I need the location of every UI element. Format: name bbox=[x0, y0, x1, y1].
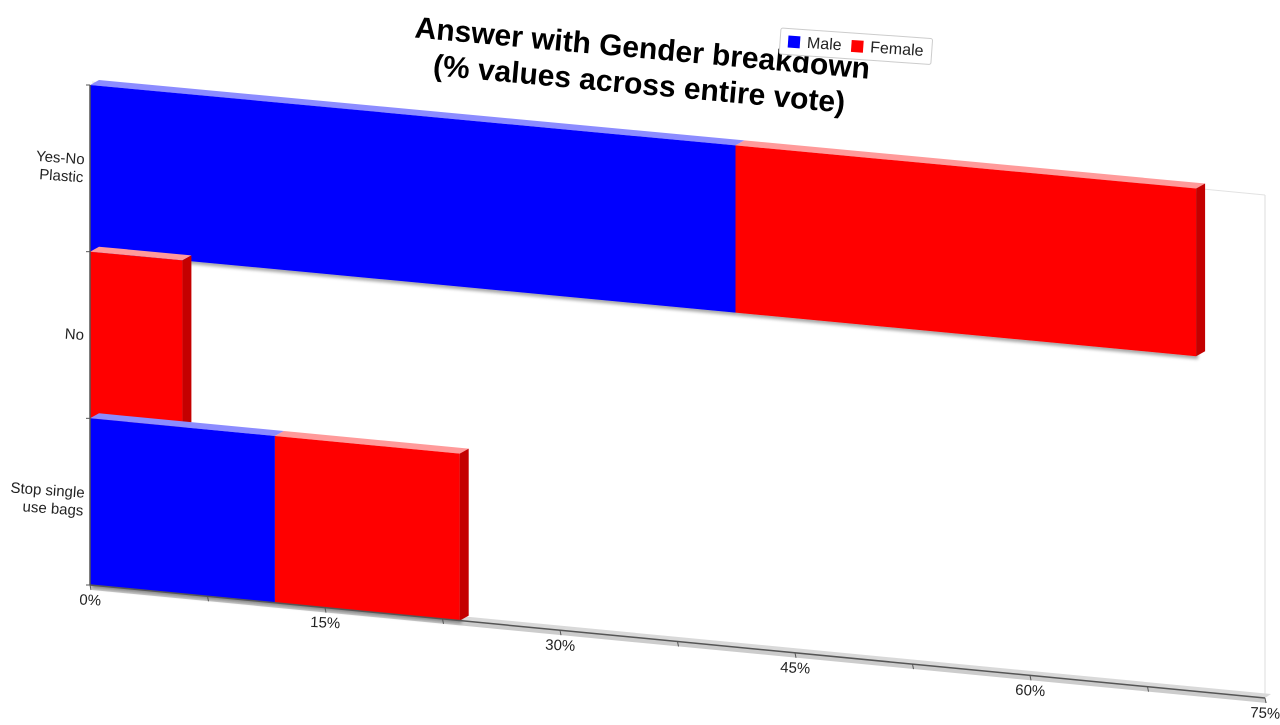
bar-no-female bbox=[90, 251, 183, 428]
bar-stop-single-use-bags-female-side bbox=[459, 448, 469, 621]
x-tick-label-75: 75% bbox=[1250, 704, 1280, 720]
x-axis-tick bbox=[1147, 686, 1149, 692]
legend-swatch-male bbox=[787, 35, 801, 49]
x-axis-tick bbox=[207, 596, 209, 602]
x-axis-tick bbox=[324, 607, 327, 613]
bar-yes-no-plastic-female bbox=[735, 145, 1197, 357]
bar-yes-no-plastic-female-top bbox=[735, 140, 1206, 189]
bar-no-female-top bbox=[90, 246, 192, 261]
y-tick-label-stop-single-use-bags: Stop singleuse bags bbox=[9, 480, 85, 520]
x-axis-tick bbox=[677, 641, 679, 647]
x-tick-label-45: 45% bbox=[780, 659, 811, 677]
bar-yes-no-plastic-female-side bbox=[1196, 183, 1206, 357]
bar-stop-single-use-bags-male-top bbox=[90, 413, 284, 436]
bar-no-female-side bbox=[182, 255, 192, 428]
y-tick-label-no: No bbox=[64, 326, 84, 344]
bar-stop-single-use-bags-female-top bbox=[274, 431, 469, 454]
x-axis-tick bbox=[559, 630, 562, 636]
legend: Male Female bbox=[778, 27, 933, 65]
legend-label-female: Female bbox=[870, 39, 925, 60]
y-tick-label-yes-no-plastic: Yes-NoPlastic bbox=[34, 148, 85, 186]
x-tick-label-60: 60% bbox=[1015, 682, 1046, 700]
legend-label-male: Male bbox=[806, 35, 842, 54]
x-axis-tick bbox=[1264, 697, 1267, 704]
bar-yes-no-plastic-male bbox=[90, 85, 736, 313]
x-tick-label-0: 0% bbox=[79, 591, 101, 609]
x-axis-tick bbox=[794, 652, 797, 658]
legend-swatch-female bbox=[850, 39, 864, 53]
chart-title: Answer with Gender breakdown(% values ac… bbox=[410, 11, 871, 121]
x-tick-label-30: 30% bbox=[545, 636, 576, 654]
bar-stop-single-use-bags-female bbox=[274, 436, 460, 621]
x-tick-label-15: 15% bbox=[310, 614, 341, 632]
bar-yes-no-plastic-male-top bbox=[90, 80, 745, 146]
bar-stop-single-use-bags-male bbox=[90, 418, 275, 603]
x-axis-tick bbox=[89, 584, 92, 591]
x-axis-tick bbox=[1029, 675, 1032, 681]
x-axis-tick bbox=[912, 664, 914, 670]
x-axis-tick bbox=[442, 618, 444, 624]
